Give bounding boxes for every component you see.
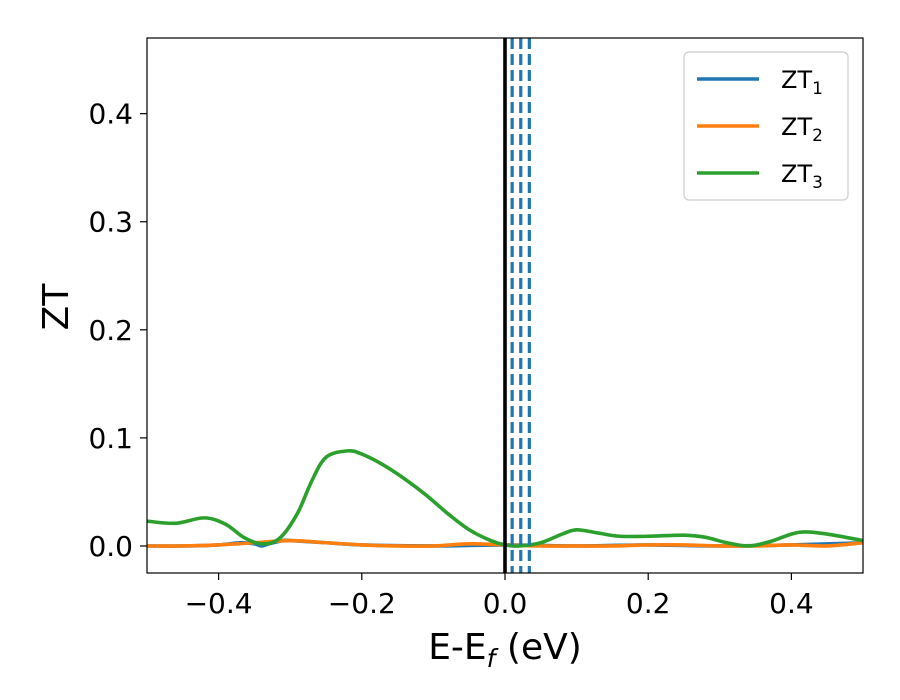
legend-box [683,51,849,201]
y-tick-label: 0.1 [88,422,133,455]
x-axis-label: E-Ef (eV) [428,627,582,673]
legend-label-main: ZT [781,160,812,188]
y-axis-label: ZT [36,283,77,331]
y-tick-label: 0.0 [88,530,133,563]
legend-label-sub: 1 [812,79,823,99]
legend-entry-zt2: ZT2 [697,113,823,146]
x-tick-label: −0.2 [328,587,396,620]
x-axis: −0.4 −0.2 0.0 0.2 0.4 [185,573,814,620]
y-axis: 0.0 0.1 0.2 0.3 0.4 [88,98,147,563]
legend-entry-zt3: ZT3 [697,160,823,193]
x-axis-label-unit: (eV) [495,627,581,668]
vline-layer [503,38,531,573]
x-tick-label: 0.0 [483,587,528,620]
legend-label-sub: 3 [812,173,823,193]
x-axis-label-main: E-E [428,627,486,668]
legend-entry-zt1: ZT1 [697,66,823,99]
legend-label-main: ZT [781,66,812,94]
y-tick-label: 0.3 [88,206,133,239]
legend-label-main: ZT [781,113,812,141]
x-tick-label: 0.2 [626,587,671,620]
legend-label: ZT3 [781,160,823,193]
x-tick-label: 0.4 [769,587,814,620]
legend-label: ZT1 [781,66,823,99]
legend-label-sub: 2 [812,126,823,146]
legend-label: ZT2 [781,113,823,146]
series-line-zt3 [147,448,863,548]
x-tick-label: −0.4 [185,587,253,620]
y-tick-label: 0.4 [88,98,133,131]
y-tick-label: 0.2 [88,314,133,347]
